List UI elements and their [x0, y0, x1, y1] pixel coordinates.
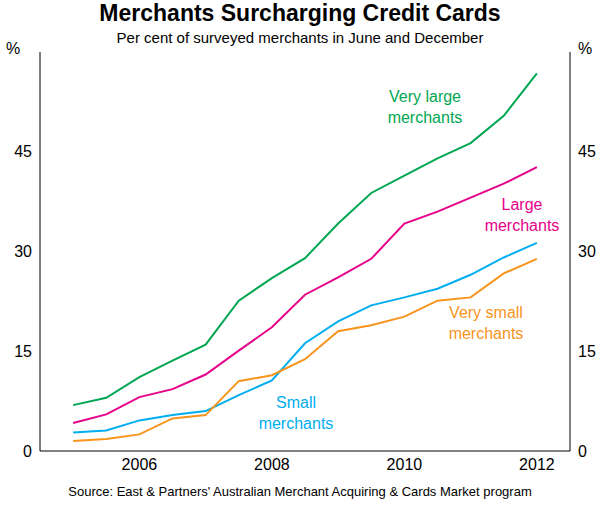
html-text:Small: Small: [276, 394, 316, 411]
svg-text:0: 0: [23, 443, 32, 460]
svg-text:0: 0: [578, 443, 587, 460]
svg-text:15: 15: [578, 343, 592, 360]
html-text:Large: Large: [501, 196, 543, 213]
html-text:merchants: merchants: [258, 415, 334, 432]
html-text:merchants: merchants: [448, 325, 524, 342]
html-text:Very large: Very large: [389, 88, 461, 105]
svg-text:45: 45: [578, 143, 592, 160]
html-text:merchants: merchants: [387, 109, 463, 126]
svg-text:30: 30: [14, 243, 32, 260]
svg-text:2006: 2006: [122, 456, 158, 473]
html-text:merchants: merchants: [484, 217, 560, 234]
html-text:Very small: Very small: [449, 304, 523, 321]
svg-text:2012: 2012: [519, 456, 555, 473]
svg-text:2010: 2010: [387, 456, 423, 473]
svg-text:2008: 2008: [254, 456, 290, 473]
html-text:Per cent of surveyed merchants: Per cent of surveyed merchants in June a…: [116, 29, 484, 46]
html-text:Merchants Surcharging Credit C: Merchants Surcharging Credit Cards: [99, 0, 501, 26]
svg-text:30: 30: [578, 243, 592, 260]
svg-text:45: 45: [14, 143, 32, 160]
svg-text:15: 15: [14, 343, 32, 360]
html-text:Source: East & Partners' Austr: Source: East & Partners' Australian Merc…: [68, 484, 532, 499]
